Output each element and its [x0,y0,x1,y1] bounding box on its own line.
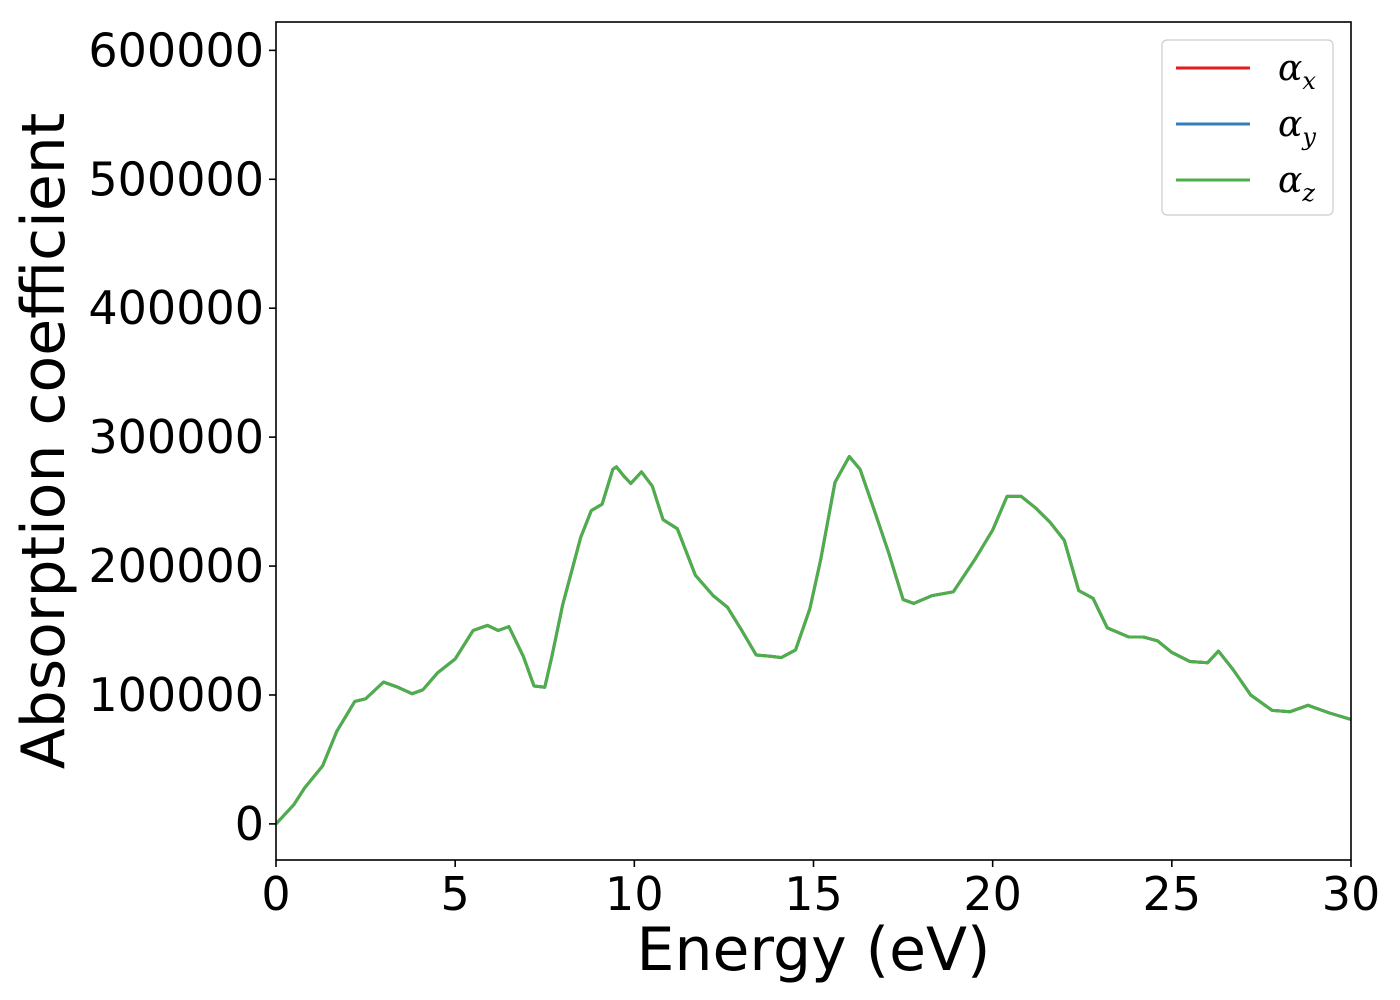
legend-label-x: αx [1278,48,1316,95]
series-line-y [276,455,1351,826]
y-tick-label: 600000 [88,23,264,77]
series-line-x [276,455,1351,826]
legend: αx αy αz [1161,39,1334,216]
x-axis-label: Energy (eV) [637,915,991,985]
legend-label-y: αy [1278,104,1316,151]
y-tick-label: 400000 [88,281,264,335]
legend-box [1161,39,1334,216]
x-tick-label: 0 [261,867,290,921]
x-axis: 0 5 10 15 20 25 30 [261,860,1380,921]
x-tick-label: 15 [784,867,843,921]
series-line-z [276,455,1351,826]
x-tick-label: 25 [1143,867,1202,921]
y-tick-label: 100000 [88,668,264,722]
y-axis-label: Absorption coefficient [9,113,79,770]
series-layer [276,455,1351,826]
x-tick-label: 30 [1322,867,1381,921]
y-tick-label: 0 [235,797,264,851]
y-tick-label: 200000 [88,539,264,593]
y-tick-label: 300000 [88,410,264,464]
x-tick-label: 20 [963,867,1022,921]
legend-label-z: αz [1278,160,1315,207]
x-tick-label: 10 [605,867,664,921]
y-axis: 0 100000 200000 300000 400000 500000 600000 [88,23,276,851]
x-tick-label: 5 [441,867,470,921]
y-tick-label: 500000 [88,152,264,206]
